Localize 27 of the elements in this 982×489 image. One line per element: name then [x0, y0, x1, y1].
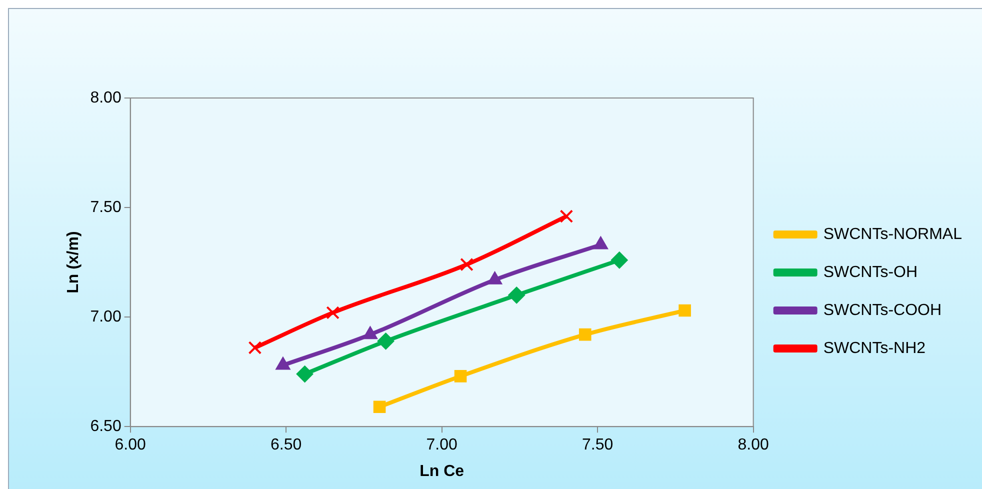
- x-tick-label: 7.50: [582, 436, 614, 454]
- point: [454, 370, 467, 382]
- y-tick-label: 7.00: [90, 308, 122, 326]
- legend-label: SWCNTs-NORMAL: [823, 226, 962, 243]
- point: [460, 258, 474, 272]
- point: [508, 286, 526, 304]
- x-tick-label: 7.00: [426, 436, 458, 454]
- point: [560, 210, 574, 223]
- point: [373, 400, 386, 414]
- legend-label: SWCNTs-COOH: [823, 302, 942, 319]
- y-axis-title: Ln (x/m): [65, 231, 82, 294]
- point: [377, 332, 394, 350]
- legend-label: SWCNTs-OH: [823, 264, 918, 281]
- x-tick-label: 6.50: [270, 436, 302, 454]
- legend-label: SWCNTs-NH2: [823, 340, 926, 357]
- point: [678, 304, 691, 317]
- y-tick-label: 6.50: [90, 418, 122, 436]
- x-axis-title: Ln Ce: [420, 462, 464, 480]
- x-tick-label: 6.00: [114, 436, 146, 454]
- point: [248, 341, 262, 354]
- y-tick-label: 8.00: [90, 89, 122, 106]
- point: [296, 366, 314, 383]
- y-tick-label: 7.50: [90, 198, 122, 216]
- point: [326, 306, 340, 320]
- point: [578, 328, 592, 341]
- x-tick-label: 8.00: [738, 436, 770, 454]
- point: [610, 252, 628, 269]
